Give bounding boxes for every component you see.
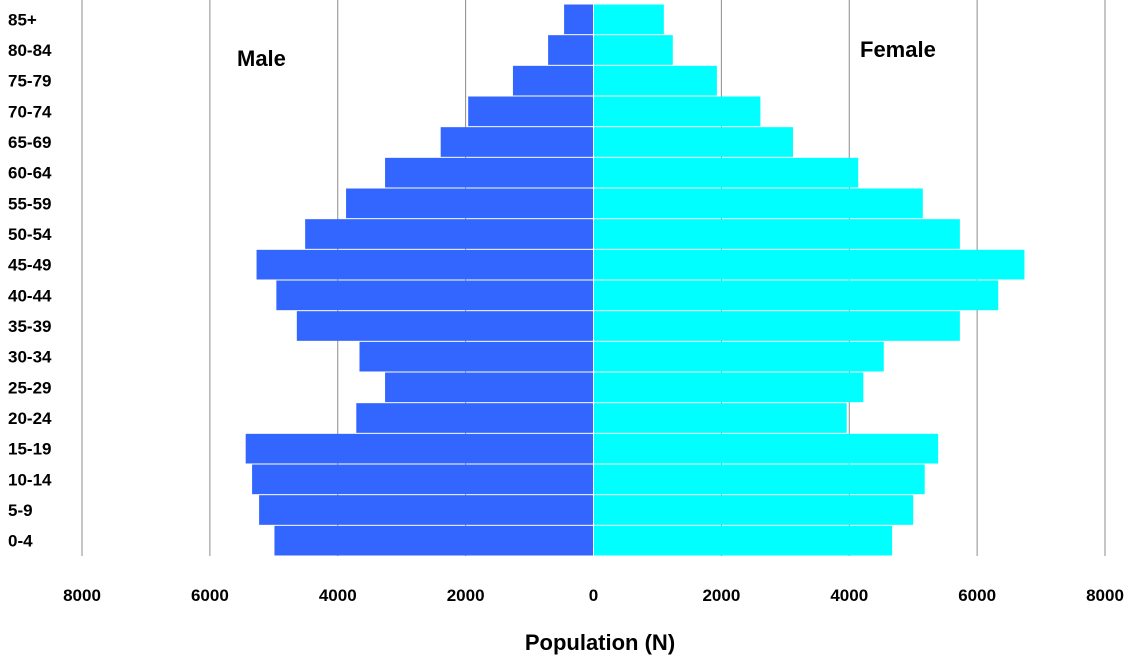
x-tick-label: 8000: [1086, 586, 1124, 605]
bar-male-5-9: [259, 495, 594, 525]
age-group-label: 75-79: [8, 72, 51, 91]
bar-female-65-69: [593, 127, 793, 157]
bar-male-15-19: [245, 433, 594, 464]
bar-male-35-39: [296, 311, 594, 341]
age-group-label: 80-84: [8, 41, 52, 60]
x-tick-label: 2000: [447, 586, 485, 605]
age-group-label: 0-4: [8, 532, 33, 551]
bar-male-85+: [564, 4, 594, 35]
bar-male-60-64: [385, 157, 594, 188]
x-tick-label: 2000: [702, 586, 740, 605]
age-group-label: 10-14: [8, 470, 52, 489]
bar-male-80-84: [548, 35, 594, 65]
age-group-label: 85+: [8, 10, 37, 29]
bar-female-0-4: [593, 525, 893, 556]
bars: [245, 0, 1025, 556]
bar-female-50-54: [593, 219, 960, 249]
x-tick-label: 0: [589, 586, 598, 605]
age-group-label: 50-54: [8, 225, 52, 244]
age-group-label: 25-29: [8, 378, 51, 397]
bar-male-40-44: [276, 280, 594, 311]
age-group-label: 5-9: [8, 501, 33, 520]
x-tick-label: 4000: [319, 586, 357, 605]
bar-female-55-59: [593, 188, 923, 219]
x-tick-label: 4000: [830, 586, 868, 605]
bar-female-40-44: [593, 280, 999, 311]
bar-male-50-54: [305, 219, 594, 249]
age-group-label: 45-49: [8, 256, 51, 275]
bar-female-10-14: [593, 464, 925, 495]
x-tick-label: 8000: [63, 586, 101, 605]
bar-male-55-59: [346, 188, 594, 219]
bar-female-15-19: [593, 433, 939, 464]
bar-female-85+: [593, 4, 664, 35]
age-group-label: 30-34: [8, 348, 52, 367]
x-tick-label: 6000: [191, 586, 229, 605]
bar-male-20-24: [356, 403, 594, 433]
age-group-label: 35-39: [8, 317, 51, 336]
bar-male-0-4: [274, 525, 594, 556]
bar-female-80-84: [593, 35, 673, 65]
bar-female-20-24: [593, 403, 847, 433]
x-axis-title: Population (N): [525, 630, 675, 655]
bar-male-45-49: [256, 249, 594, 280]
bar-female-35-39: [593, 311, 960, 341]
bar-male-65-69: [440, 127, 594, 157]
bar-female-25-29: [593, 372, 864, 403]
age-group-label: 15-19: [8, 440, 51, 459]
bar-male-25-29: [385, 372, 594, 403]
bar-female-75-79: [593, 65, 717, 96]
age-group-label: 55-59: [8, 194, 51, 213]
age-group-label: 70-74: [8, 102, 52, 121]
bar-male-70-74: [468, 96, 594, 127]
bar-female-30-34: [593, 341, 884, 372]
bar-female-5-9: [593, 495, 914, 525]
bar-male-10-14: [252, 464, 594, 495]
bar-female-45-49: [593, 249, 1025, 280]
x-axis-tick-labels: 8000 6000 4000 2000 0 2000 4000 6000 8000: [63, 586, 1124, 605]
x-tick-label: 6000: [958, 586, 996, 605]
bar-female-60-64: [593, 157, 859, 188]
bar-male-30-34: [359, 341, 594, 372]
female-series-label: Female: [860, 37, 936, 62]
male-series-label: Male: [237, 46, 286, 71]
age-group-label: 40-44: [8, 286, 52, 305]
age-group-label: 65-69: [8, 133, 51, 152]
age-group-label: 20-24: [8, 409, 52, 428]
bar-male-75-79: [512, 65, 594, 96]
age-group-labels: 0-4 5-9 10-14 15-19 20-24 25-29 30-34 35-39 40-4…: [8, 10, 52, 550]
age-group-label: 60-64: [8, 164, 52, 183]
bar-female-70-74: [593, 96, 761, 127]
